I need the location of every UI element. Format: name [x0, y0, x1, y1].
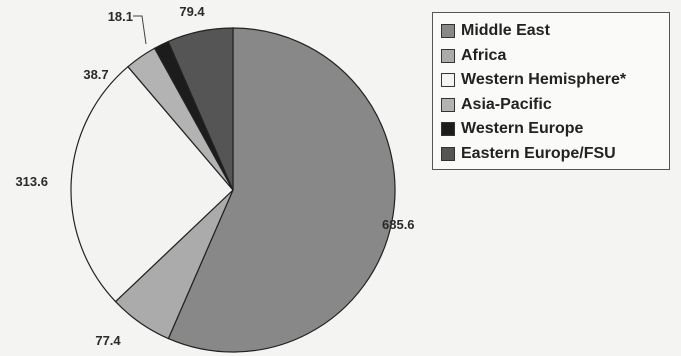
data-label: 685.6 [382, 217, 415, 232]
legend-label: Western Hemisphere* [461, 71, 627, 89]
legend-label: Asia-Pacific [461, 95, 552, 113]
pie-slice-western-hemisphere [70, 65, 234, 303]
legend-item-western-europe: Western Europe [441, 117, 661, 142]
legend-label: Western Europe [461, 120, 584, 138]
data-label: 18.1 [108, 9, 133, 24]
legend-swatch [441, 73, 455, 88]
data-label: 38.7 [83, 67, 108, 82]
legend-swatch [441, 122, 455, 137]
legend: Middle East Africa Western Hemisphere* A… [432, 12, 670, 170]
legend-label: Middle East [461, 22, 550, 40]
legend-item-middle-east: Middle East [441, 19, 661, 44]
legend-item-eastern-europe-fsu: Eastern Europe/FSU [441, 142, 661, 167]
pie-slice-eastern-europe-fsu [167, 27, 234, 191]
legend-swatch [441, 146, 455, 161]
legend-item-asia-pacific: Asia-Pacific [441, 93, 661, 118]
pie-slice-middle-east [167, 27, 396, 353]
legend-label: Africa [461, 46, 507, 64]
legend-label: Eastern Europe/FSU [461, 144, 616, 162]
legend-item-africa: Africa [441, 44, 661, 69]
legend-swatch [441, 24, 455, 39]
leader-line [133, 15, 147, 45]
legend-swatch [441, 97, 455, 112]
data-label: 79.4 [179, 4, 205, 19]
legend-item-western-hemisphere: Western Hemisphere* [441, 68, 661, 93]
data-label: 77.4 [95, 333, 121, 348]
legend-swatch [441, 48, 455, 63]
data-label: 313.6 [15, 174, 48, 189]
